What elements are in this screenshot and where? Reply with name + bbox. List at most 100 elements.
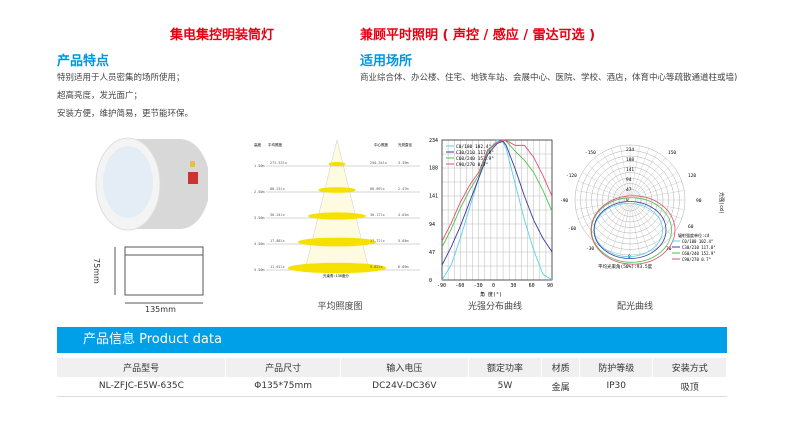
r-tick-label: 94 xyxy=(626,177,632,183)
warning-label-icon xyxy=(188,172,198,184)
table-row: NL-ZFJC-E5W-635C Φ135*75mm DC24V-DC36V 5… xyxy=(57,377,727,397)
y-tick-label: 0 xyxy=(429,278,432,284)
applications-heading: 适用场所 xyxy=(360,54,413,69)
table-header-row: 产品型号 产品尺寸 输入电压 额定功率 材质 防护等级 安装方式 xyxy=(57,358,727,377)
legend-label: C90/270 0.7° xyxy=(682,257,711,262)
x-tick-label: -30 xyxy=(474,283,483,289)
y-tick-label: 234 xyxy=(429,138,438,144)
diameter-value: 5.05m xyxy=(398,239,409,243)
angle-label: -60 xyxy=(568,226,576,232)
angle-label: 30 xyxy=(666,246,672,252)
x-axis-label: 角 度(°) xyxy=(480,291,502,298)
x-tick-label: -60 xyxy=(455,283,464,289)
x-tick-label: 0 xyxy=(492,283,495,289)
polar-spoke xyxy=(620,205,630,255)
cell-ip: IP30 xyxy=(579,377,653,397)
legend-label: C30/210 117.8° xyxy=(456,150,494,156)
dimension-drawing xyxy=(114,246,204,304)
intensity-chart: 0 47 94 141 188 234 -90 -60 -30 0 30 60 90 角 度(°) C0/1… xyxy=(429,138,553,298)
feature-line: 安装方便，维护简易，更节能环保。 xyxy=(57,109,194,119)
light-cone xyxy=(304,139,370,271)
x-tick-label: 30 xyxy=(510,283,516,289)
x-tick-label: 90 xyxy=(547,283,553,289)
polar-spoke xyxy=(594,204,627,243)
y-tick-label: 94 xyxy=(429,222,435,228)
polar-spoke xyxy=(611,205,629,252)
r-tick-label: 188 xyxy=(626,157,634,163)
illuminance-caption: 平均照度图 xyxy=(317,302,363,312)
features-heading: 产品特点 xyxy=(57,54,110,69)
y-tick-label: 141 xyxy=(429,194,438,200)
legend-label: C0/180 102.4° xyxy=(456,144,492,150)
polar-series xyxy=(594,203,663,258)
center-value: 17.72lx xyxy=(370,239,385,243)
polar-spoke xyxy=(575,200,625,210)
polar-spoke xyxy=(582,172,625,198)
polar-series xyxy=(593,201,667,259)
center-value: 9.82lx xyxy=(370,265,383,269)
width-label: 135mm xyxy=(145,305,176,314)
header-voltage: 输入电压 xyxy=(340,358,469,377)
angle-label: -120 xyxy=(566,173,577,179)
polar-spoke xyxy=(632,205,658,248)
angle-label: 150 xyxy=(668,150,676,156)
unit-label: 光强(cd) xyxy=(718,192,725,214)
y-tick-label: 47 xyxy=(429,250,435,256)
polar-spoke xyxy=(632,152,658,195)
light-spot xyxy=(318,187,356,193)
diameter-value: 6.89m xyxy=(398,265,409,269)
cell-material: 金属 xyxy=(541,377,580,397)
illuminance-footer: 光束角:136度分 xyxy=(323,273,349,278)
r-tick-label: 234 xyxy=(626,147,634,153)
polar-series xyxy=(590,195,676,265)
series-line xyxy=(441,140,553,266)
polar-spoke xyxy=(631,148,649,195)
angle-label: 0 xyxy=(628,254,631,260)
applications-text: 商业综合体、办公楼、住宅、地铁车站、会展中心、医院、学校、酒店，体育中心等疏散通… xyxy=(360,73,738,83)
product-image xyxy=(95,137,208,231)
header-power: 额定功率 xyxy=(468,358,543,377)
polar-spoke xyxy=(634,164,673,197)
polar-series xyxy=(591,197,672,263)
polar-ring xyxy=(624,194,636,206)
legend-label: C60/240 152.9° xyxy=(456,156,494,162)
height-label: 75mm xyxy=(92,258,101,284)
polar-spoke xyxy=(630,205,640,255)
angle-label: 120 xyxy=(688,173,696,179)
y-tick-label: 188 xyxy=(429,166,438,172)
polar-spoke xyxy=(633,157,666,196)
product-data-table: 产品型号 产品尺寸 输入电压 额定功率 材质 防护等级 安装方式 NL-ZFJC… xyxy=(57,358,727,397)
header-ip: 防护等级 xyxy=(579,358,654,377)
height-value: 1.50m xyxy=(254,164,265,168)
cell-mount: 吸顶 xyxy=(652,377,727,397)
x-tick-label: 60 xyxy=(529,283,535,289)
center-value: 30.17lx xyxy=(370,213,385,217)
polar-chart: 234 188 141 94 47 0 -150 150 -120 120 -90 90 -60 60 -3… xyxy=(560,144,725,270)
polar-spoke xyxy=(635,200,685,210)
polar-spoke xyxy=(631,205,649,252)
polar-spoke xyxy=(582,202,625,228)
polar-spoke xyxy=(635,172,678,198)
center-value: 250.34lx xyxy=(370,161,387,165)
light-spot xyxy=(287,262,387,274)
light-spot xyxy=(297,237,377,247)
polar-spoke xyxy=(635,201,682,219)
polar-spoke xyxy=(635,190,685,200)
features-list: 特别适用于人员密集的场所使用； 超高亮度，发光面广； 安装方便，维护简易，更节能… xyxy=(57,69,193,123)
diameter-value: 4.01m xyxy=(398,213,409,217)
height-value: 3.50m xyxy=(254,216,265,220)
angle-label: -30 xyxy=(586,246,594,252)
angle-label: -150 xyxy=(585,150,596,156)
polar-spoke xyxy=(575,190,625,200)
height-value: 2.50m xyxy=(254,190,265,194)
col-height-label: 高度 xyxy=(254,142,262,147)
angle-label: -90 xyxy=(560,198,568,204)
cell-size: Φ135*75mm xyxy=(225,377,341,397)
polar-footer: 平均光束角(50%):93.5度 xyxy=(598,263,653,270)
legend-label: C0/180 102.4° xyxy=(682,239,713,244)
legend-label: C30/210 117.8° xyxy=(682,245,716,250)
illuminance-diagram: 高度 平均照度 中心照度 光斑直径 1.50m 272.33lx 250.34lx 3.39m… xyxy=(254,139,420,278)
angle-label: 90 xyxy=(696,198,702,204)
feature-line: 特别适用于人员密集的场所使用； xyxy=(57,73,185,83)
center-value: 68.89lx xyxy=(370,187,385,191)
